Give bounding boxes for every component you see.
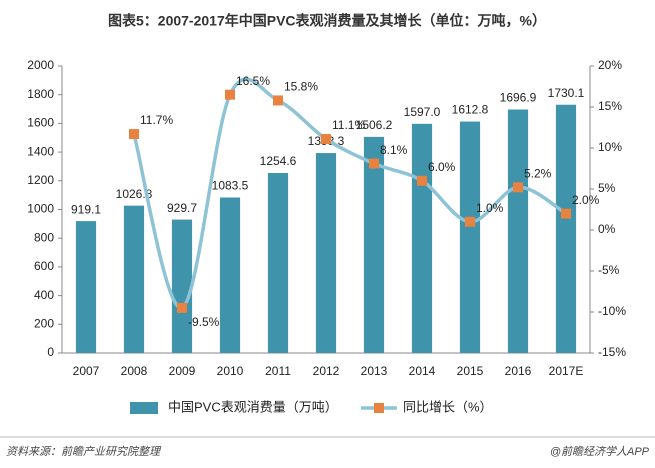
bar: [315, 153, 337, 353]
y-tick-label: 1000: [27, 202, 54, 216]
y2-tick-label: 20%: [598, 58, 622, 72]
growth-marker: [369, 158, 379, 169]
growth-line: [132, 77, 567, 310]
growth-value-label: 16.5%: [236, 74, 270, 88]
bar-value-label: 1612.8: [452, 103, 489, 117]
growth-value-label: 11.1%: [332, 118, 365, 132]
y2-tick-label: 15%: [598, 99, 622, 113]
x-tick-label: 2009: [169, 364, 196, 378]
x-tick-label: 2017E: [549, 364, 584, 378]
bar-value-label: 1597.0: [404, 105, 441, 119]
bar: [411, 123, 433, 353]
bar: [363, 136, 385, 353]
bar: [123, 205, 145, 353]
bar: [459, 121, 481, 353]
growth-marker: [225, 89, 235, 100]
growth-marker: [273, 95, 283, 106]
growth-value-label: 2.0%: [572, 193, 600, 207]
x-tick-label: 2011: [265, 364, 291, 378]
bar-value-label: 919.1: [71, 202, 101, 216]
chart-title: 图表5：2007-2017年中国PVC表观消费量及其增长（单位：万吨，%）: [108, 13, 546, 29]
bar: [75, 221, 97, 353]
x-tick-label: 2012: [313, 364, 340, 378]
x-tick-label: 2008: [121, 364, 148, 378]
bar-value-label: 1506.2: [356, 118, 393, 132]
y2-tick-label: -15%: [598, 345, 626, 359]
x-tick-label: 2016: [505, 364, 532, 378]
source: 资料来源：前瞻产业研究院整理: [6, 445, 162, 458]
growth-marker: [129, 129, 139, 140]
growth-value-label: 1.0%: [476, 201, 504, 215]
bar-value-label: 929.7: [167, 201, 197, 215]
legend-marker: [374, 403, 384, 413]
bar: [171, 219, 193, 353]
legend-label: 同比增长（%）: [403, 399, 493, 414]
growth-marker: [417, 175, 427, 186]
growth-marker: [513, 182, 523, 193]
y2-tick-label: -5%: [598, 263, 620, 277]
y-tick-label: 1600: [27, 116, 54, 130]
bar-value-label: 1730.1: [548, 86, 585, 100]
y-tick-label: 1400: [27, 144, 54, 158]
x-tick-label: 2007: [73, 364, 100, 378]
x-tick-label: 2014: [409, 364, 436, 378]
y-tick-label: 600: [34, 259, 54, 273]
y-tick-label: 1200: [27, 173, 54, 187]
y-tick-label: 800: [34, 230, 54, 244]
growth-value-label: 11.7%: [140, 113, 173, 127]
legend-swatch: [130, 402, 158, 414]
y-tick-label: 1800: [27, 87, 54, 101]
legend-label: 中国PVC表观消费量（万吨）: [168, 399, 338, 414]
y2-tick-label: 10%: [598, 140, 622, 154]
bar-value-label: 1254.6: [260, 154, 297, 168]
growth-marker: [321, 133, 331, 144]
x-tick-label: 2013: [361, 364, 388, 378]
bar-value-label: 1083.5: [212, 179, 249, 193]
y2-tick-label: 5%: [598, 181, 616, 195]
y2-tick-label: -10%: [598, 304, 626, 318]
growth-value-label: -9.5%: [188, 315, 220, 329]
credit: @前瞻经济学人APP: [550, 445, 650, 458]
bar-value-label: 1026.8: [116, 187, 153, 201]
growth-value-label: 5.2%: [524, 167, 552, 181]
growth-value-label: 8.1%: [380, 143, 408, 157]
bar: [219, 197, 241, 353]
bar: [507, 109, 529, 354]
growth-marker: [465, 216, 475, 227]
x-tick-label: 2015: [457, 364, 484, 378]
growth-value-label: 6.0%: [428, 160, 456, 174]
y-tick-label: 200: [34, 316, 54, 330]
bar: [267, 172, 289, 353]
y2-tick-label: 0%: [598, 222, 616, 236]
y-tick-label: 2000: [27, 58, 54, 72]
bar-value-label: 1696.9: [500, 91, 537, 105]
x-tick-label: 2010: [217, 364, 244, 378]
bar: [555, 104, 577, 353]
growth-value-label: 15.8%: [284, 80, 318, 94]
y-tick-label: 400: [34, 288, 54, 302]
y-tick-label: 0: [47, 345, 54, 359]
growth-marker: [177, 302, 187, 313]
growth-marker: [561, 208, 571, 219]
